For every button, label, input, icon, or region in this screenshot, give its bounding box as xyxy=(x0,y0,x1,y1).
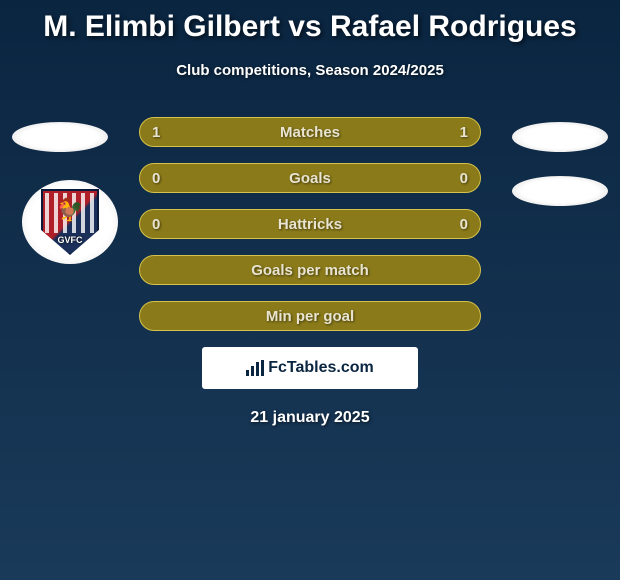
stat-row-hattricks: 0 Hattricks 0 xyxy=(139,209,481,239)
stat-label: Min per goal xyxy=(266,308,354,325)
stat-right-value: 0 xyxy=(460,170,468,187)
stat-label: Goals per match xyxy=(251,262,369,279)
page-title: M. Elimbi Gilbert vs Rafael Rodrigues xyxy=(0,0,620,44)
stat-row-goals-per-match: Goals per match xyxy=(139,255,481,285)
stat-left-value: 1 xyxy=(152,124,160,141)
stat-right-value: 0 xyxy=(460,216,468,233)
subtitle: Club competitions, Season 2024/2025 xyxy=(0,62,620,79)
player-avatar-right-mid xyxy=(512,176,608,206)
stat-label: Matches xyxy=(280,124,340,141)
stat-left-value: 0 xyxy=(152,216,160,233)
rooster-icon: 🐓 xyxy=(56,197,83,223)
stat-right-value: 1 xyxy=(460,124,468,141)
stat-label: Hattricks xyxy=(278,216,342,233)
stat-row-goals: 0 Goals 0 xyxy=(139,163,481,193)
player-avatar-left-top xyxy=(12,122,108,152)
stat-row-matches: 1 Matches 1 xyxy=(139,117,481,147)
watermark: FcTables.com xyxy=(202,347,418,389)
stat-label: Goals xyxy=(289,170,331,187)
player-avatar-right-top xyxy=(512,122,608,152)
club-badge: 🐓 GVFC xyxy=(22,180,118,264)
stat-row-min-per-goal: Min per goal xyxy=(139,301,481,331)
chart-icon xyxy=(246,360,264,376)
date-label: 21 january 2025 xyxy=(0,409,620,427)
shield-text: GVFC xyxy=(41,235,99,245)
watermark-text: FcTables.com xyxy=(268,359,374,377)
shield-icon: 🐓 GVFC xyxy=(41,189,99,255)
stat-left-value: 0 xyxy=(152,170,160,187)
